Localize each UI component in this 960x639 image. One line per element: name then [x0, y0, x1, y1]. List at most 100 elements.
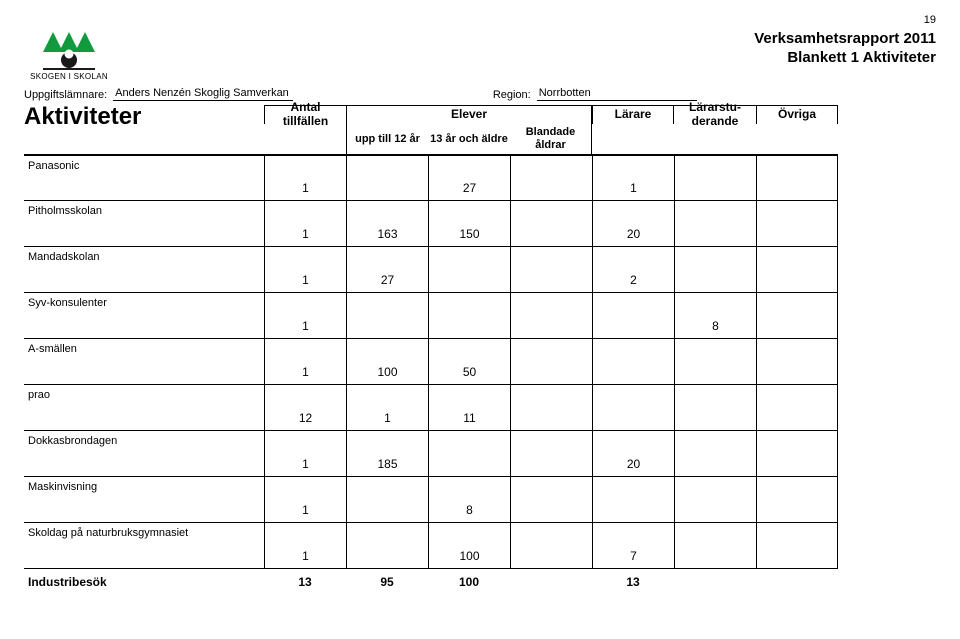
table-cell: 185 [346, 430, 428, 476]
table-cell [756, 292, 838, 338]
table-cell [756, 246, 838, 292]
hdr-larare: Lärare [592, 105, 674, 124]
table-cell [674, 200, 756, 246]
table-cell: 7 [592, 522, 674, 568]
row-name: Skoldag på naturbruksgymnasiet [24, 522, 264, 568]
table-cell [592, 384, 674, 430]
table-cell [756, 522, 838, 568]
table-cell: 1 [264, 246, 346, 292]
title-line-2: Blankett 1 Aktiviteter [787, 49, 936, 66]
table-cell [510, 246, 592, 292]
row-name: Dokkasbrondagen [24, 430, 264, 476]
table-cell [510, 200, 592, 246]
table-cell: 50 [428, 338, 510, 384]
table-cell [346, 476, 428, 522]
table-cell: 1 [264, 430, 346, 476]
table-cell [346, 522, 428, 568]
table-cell: 1 [264, 476, 346, 522]
table-cell [510, 384, 592, 430]
hdr-elever: Elever [346, 105, 592, 124]
row-name: Maskinvisning [24, 476, 264, 522]
table-cell [510, 430, 592, 476]
table-cell: 100 [428, 522, 510, 568]
table-cell [674, 476, 756, 522]
table-cell: 150 [428, 200, 510, 246]
logo-caption: SKOGEN I SKOLAN [30, 72, 108, 81]
table-cell [428, 246, 510, 292]
table-cell [592, 292, 674, 338]
logo: SKOGEN I SKOLAN [24, 30, 114, 81]
hdr-13: 13 år och äldre [428, 124, 510, 154]
table-cell: 163 [346, 200, 428, 246]
hdr-blandade: Blandade åldrar [510, 124, 592, 154]
hdr-upp: upp till 12 år [346, 124, 428, 154]
table-cell [674, 522, 756, 568]
table-cell [346, 292, 428, 338]
meta-line: Uppgiftslämnare: Anders Nenzén Skoglig S… [24, 87, 936, 101]
table-cell [428, 292, 510, 338]
table-cell: 1 [592, 154, 674, 200]
table-cell: 8 [428, 476, 510, 522]
header-block: SKOGEN I SKOLAN Verksamhetsrapport 2011 … [24, 30, 936, 81]
table-cell [674, 430, 756, 476]
row-name: Mandadskolan [24, 246, 264, 292]
table-cell: 1 [346, 384, 428, 430]
logo-icon [37, 30, 101, 70]
submitter-field: Uppgiftslämnare: Anders Nenzén Skoglig S… [24, 87, 293, 101]
footer-cell: 100 [428, 568, 510, 595]
footer-cell: 13 [264, 568, 346, 595]
table-cell: 1 [264, 522, 346, 568]
footer-cell [674, 568, 756, 595]
submitter-label: Uppgiftslämnare: [24, 89, 107, 101]
submitter-value: Anders Nenzén Skoglig Samverkan [113, 87, 293, 101]
report-title: Verksamhetsrapport 2011 Blankett 1 Aktiv… [754, 30, 936, 68]
table-cell [756, 200, 838, 246]
region-field: Region: Norrbotten [493, 87, 697, 101]
table-cell: 1 [264, 292, 346, 338]
table-cell [346, 154, 428, 200]
table-cell [756, 338, 838, 384]
table-cell [756, 430, 838, 476]
table-cell [756, 154, 838, 200]
hdr-ovriga: Övriga [756, 105, 838, 124]
footer-cell [510, 568, 592, 595]
activity-table: Antal tillfällen Elever Lärare Lärarstu-… [24, 105, 936, 595]
hdr-antal: Antal tillfällen [264, 105, 346, 124]
table-cell: 1 [264, 200, 346, 246]
table-cell [510, 154, 592, 200]
table-cell [674, 338, 756, 384]
table-cell: 11 [428, 384, 510, 430]
table-cell: 20 [592, 430, 674, 476]
row-name: Syv-konsulenter [24, 292, 264, 338]
footer-cell: 95 [346, 568, 428, 595]
table-cell [756, 384, 838, 430]
hdr-lararstu: Lärarstu-derande [674, 105, 756, 124]
table-cell [756, 476, 838, 522]
footer-cell: 13 [592, 568, 674, 595]
table-cell [674, 154, 756, 200]
table-cell [674, 246, 756, 292]
row-name: Pitholmsskolan [24, 200, 264, 246]
table-cell: 27 [428, 154, 510, 200]
region-label: Region: [493, 89, 531, 101]
table-cell [592, 476, 674, 522]
page-number: 19 [24, 14, 936, 26]
footer-name: Industribesök [24, 568, 264, 595]
table-cell [510, 292, 592, 338]
row-name: prao [24, 384, 264, 430]
table-cell: 2 [592, 246, 674, 292]
footer-cell [756, 568, 838, 595]
region-value: Norrbotten [537, 87, 697, 101]
table-cell: 12 [264, 384, 346, 430]
row-name: A-smällen [24, 338, 264, 384]
table-cell: 100 [346, 338, 428, 384]
table-cell: 8 [674, 292, 756, 338]
table-cell: 1 [264, 154, 346, 200]
table-cell [510, 522, 592, 568]
table-cell [510, 338, 592, 384]
table-cell: 1 [264, 338, 346, 384]
table-cell [592, 338, 674, 384]
row-name: Panasonic [24, 154, 264, 200]
table-cell: 27 [346, 246, 428, 292]
table-cell: 20 [592, 200, 674, 246]
